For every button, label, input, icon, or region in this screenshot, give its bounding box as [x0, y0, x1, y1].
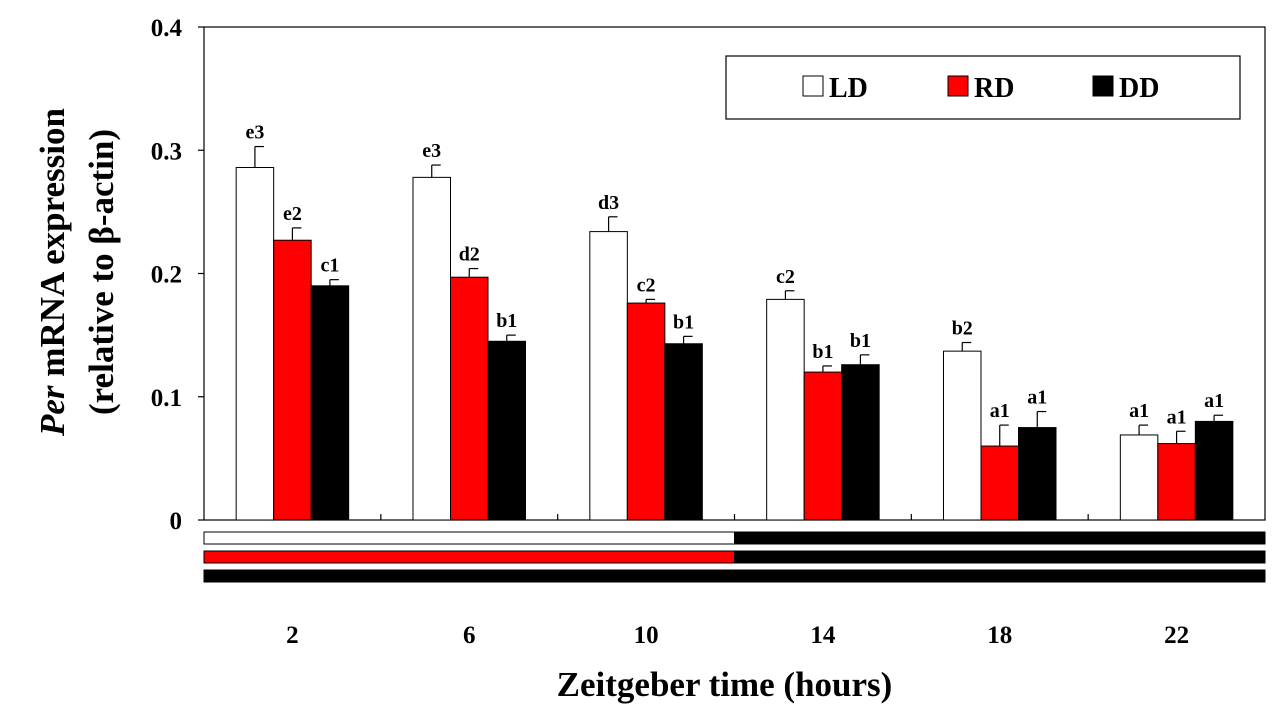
- legend-swatch-ld: [802, 75, 824, 97]
- x-tick-label: 2: [286, 622, 299, 649]
- significance-label: a1: [1027, 387, 1047, 409]
- schedule-ld-dark: [734, 531, 1266, 545]
- bar-rd: [1157, 443, 1196, 521]
- y-tick-label: 0.4: [151, 15, 183, 42]
- significance-label: d3: [598, 192, 619, 214]
- significance-label: a1: [1204, 390, 1224, 412]
- significance-label: d2: [459, 244, 480, 266]
- bar-dd: [841, 364, 880, 521]
- significance-label: e2: [283, 203, 302, 225]
- significance-label: e3: [422, 140, 441, 162]
- significance-label: c1: [320, 255, 339, 277]
- light-schedule-bars: [203, 531, 1266, 583]
- significance-label: c2: [776, 266, 795, 288]
- bar-rd: [980, 445, 1019, 521]
- bar-ld: [943, 350, 982, 521]
- y-tick-label: 0.1: [151, 385, 182, 412]
- schedule-dd-dark: [734, 569, 1266, 583]
- significance-label: b1: [673, 311, 694, 333]
- bar-rd: [450, 276, 489, 521]
- schedule-rd-dark: [734, 550, 1266, 564]
- y-axis-label-line2: (relative to β-actin): [82, 129, 121, 415]
- bar-dd: [310, 285, 350, 521]
- significance-label: a1: [1167, 406, 1187, 428]
- significance-label: b2: [952, 318, 973, 340]
- legend-label-dd: DD: [1119, 73, 1159, 104]
- bar-dd: [1018, 427, 1057, 521]
- x-tick-label: 10: [634, 622, 659, 649]
- significance-label: b1: [812, 341, 833, 363]
- plot-axes: 0 0.1 0.2 0.3 0.4 2 6 10 14 18 22: [151, 15, 1266, 649]
- bar-ld: [589, 231, 628, 521]
- significance-label: b1: [850, 330, 871, 352]
- bar-series: e3 e3 d3 c2 b2 a1 e2 d2 c2 b1 a1 a1 c1 b1 b1 b1 a1 a1: [235, 122, 1234, 521]
- y-tick-label: 0.3: [151, 138, 182, 165]
- x-tick-label: 18: [987, 622, 1012, 649]
- bar-ld: [235, 167, 275, 521]
- schedule-dd-light: [203, 569, 735, 583]
- significance-label: c2: [637, 274, 656, 296]
- legend-label-rd: RD: [974, 73, 1014, 104]
- bar-dd: [487, 340, 526, 521]
- y-axis-label-line1: Per mRNA expression: [33, 108, 72, 437]
- legend-swatch-rd: [947, 75, 969, 97]
- significance-label: b1: [496, 310, 517, 332]
- x-axis-label: Zeitgeber time (hours): [557, 665, 893, 704]
- y-axis-label-rest: mRNA expression: [33, 108, 72, 385]
- bar-ld: [1119, 434, 1159, 521]
- schedule-ld-light: [203, 531, 735, 545]
- bar-dd: [1194, 420, 1234, 521]
- y-axis-label-italic: Per: [33, 385, 72, 437]
- bar-rd: [626, 302, 666, 521]
- y-tick-label: 0: [170, 508, 183, 535]
- bar-dd: [664, 343, 703, 521]
- bar-ld: [412, 176, 451, 521]
- x-tick-label: 22: [1164, 622, 1189, 649]
- schedule-rd-light: [203, 550, 735, 564]
- significance-label: e3: [245, 122, 264, 144]
- legend: LD RD DD: [725, 55, 1241, 120]
- bar-rd: [803, 371, 843, 521]
- significance-label: a1: [990, 400, 1010, 422]
- bar-ld: [766, 298, 805, 521]
- x-tick-label: 6: [463, 622, 476, 649]
- legend-label-ld: LD: [829, 73, 868, 104]
- legend-swatch-dd: [1092, 75, 1114, 97]
- x-tick-label: 14: [810, 622, 836, 649]
- bar-rd: [273, 239, 312, 521]
- y-tick-label: 0.2: [151, 262, 182, 289]
- significance-label: a1: [1129, 400, 1149, 422]
